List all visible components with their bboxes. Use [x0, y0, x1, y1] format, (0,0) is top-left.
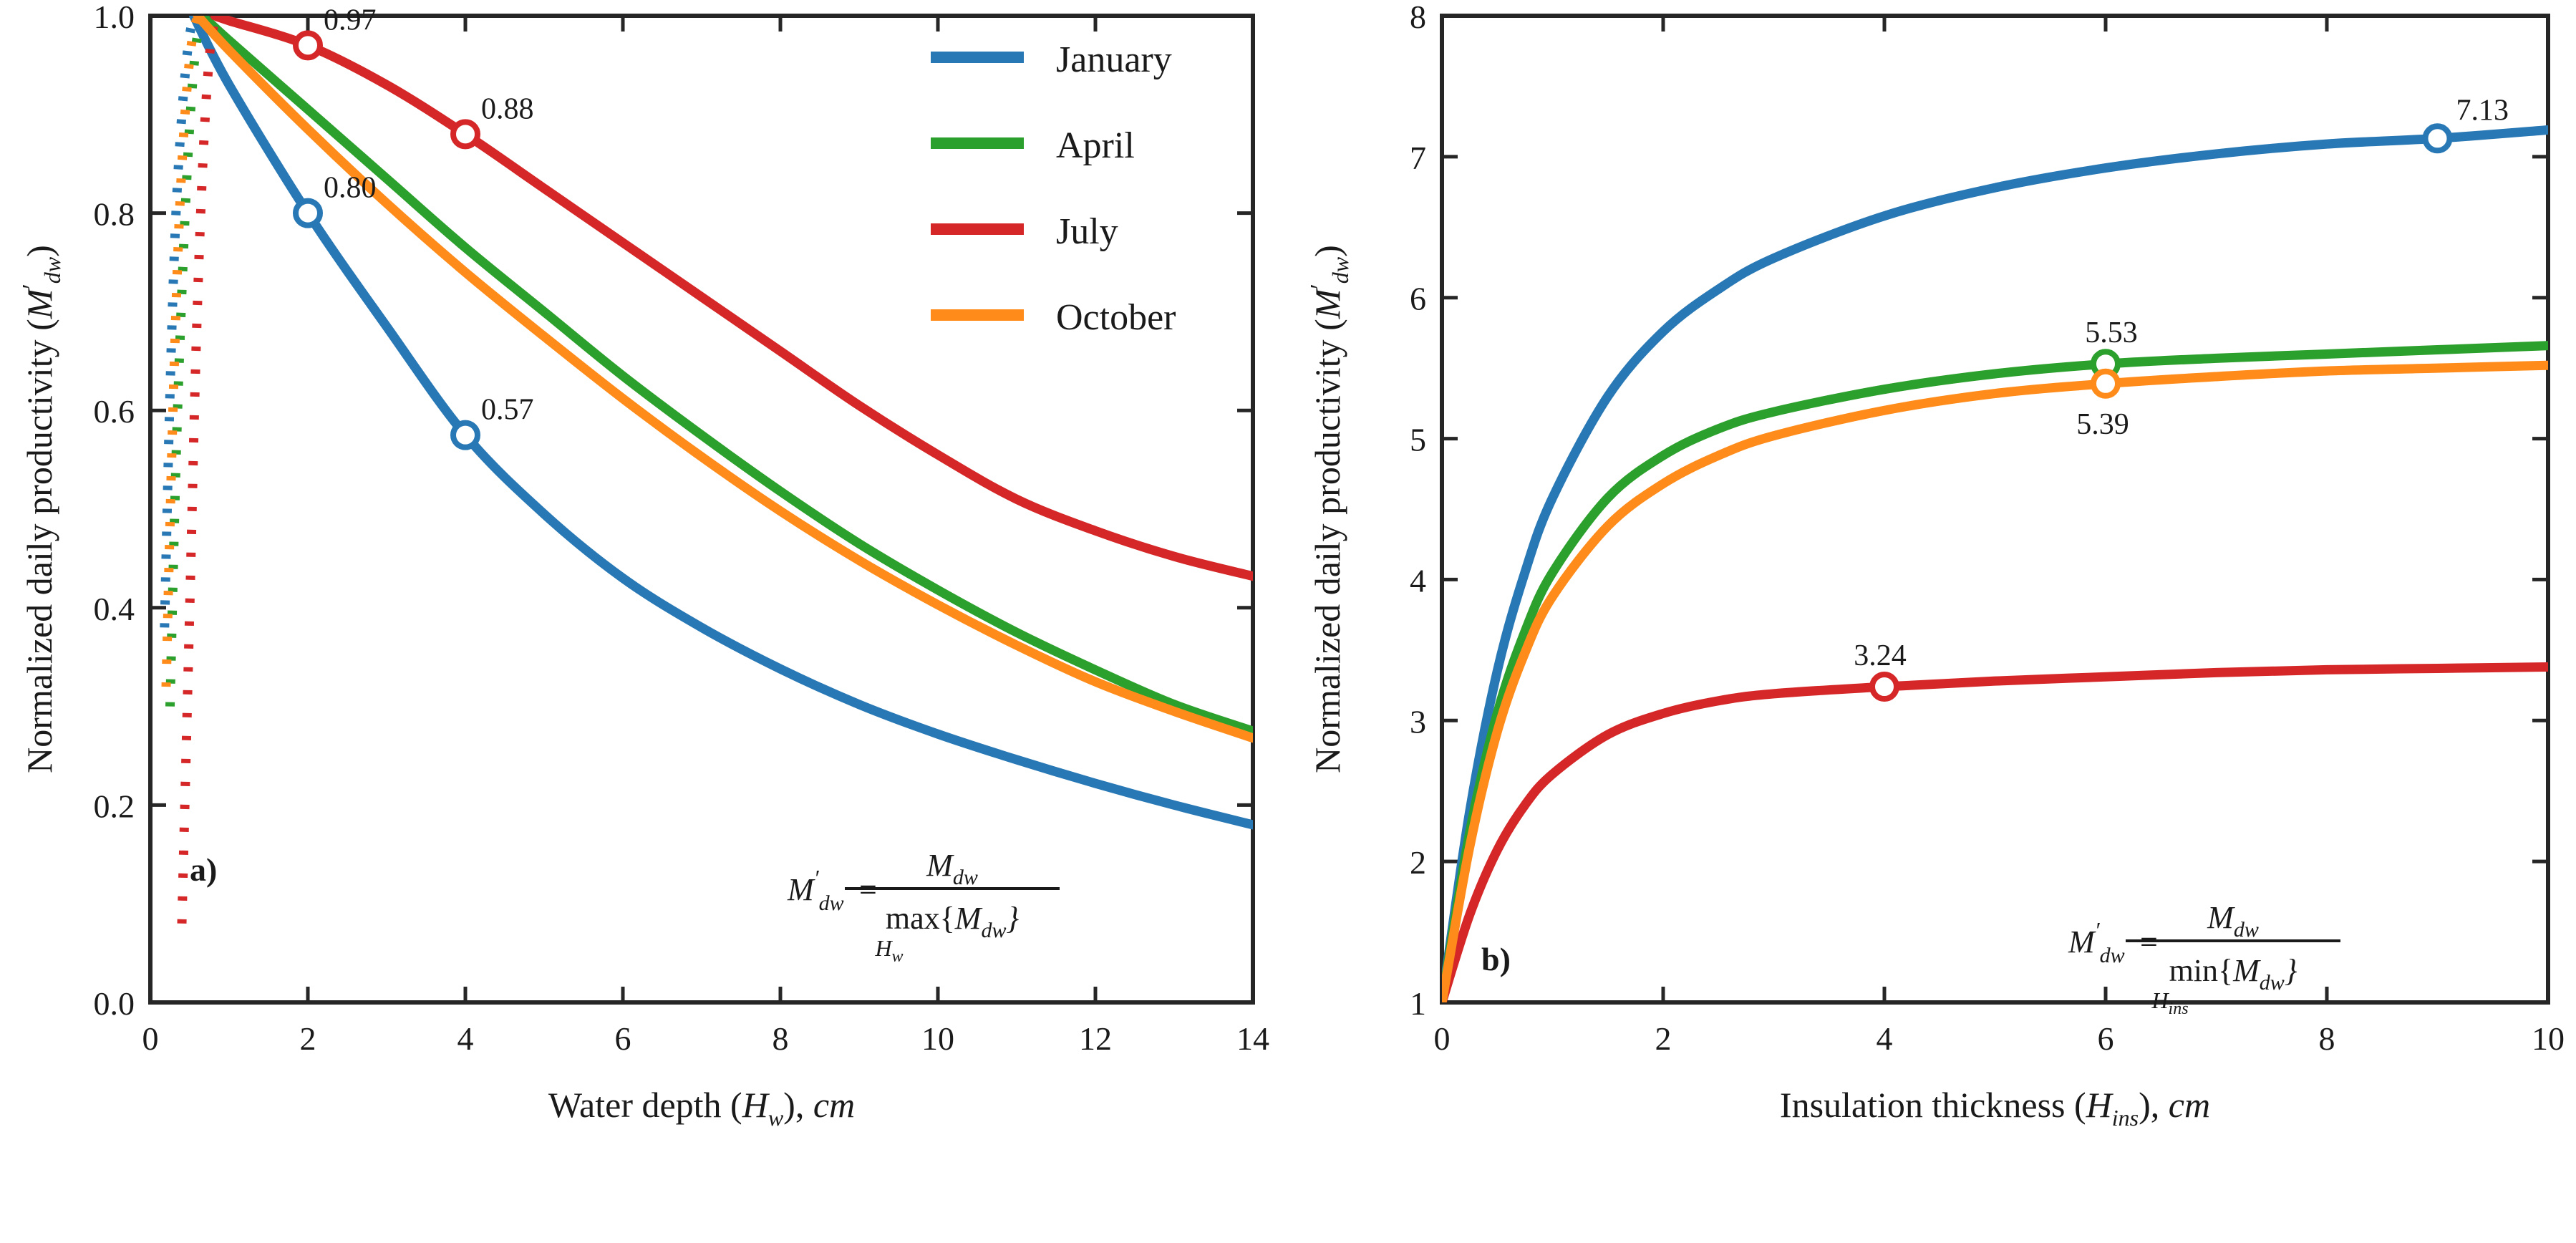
panel-letter: b): [1481, 941, 1511, 977]
svg-text:max{Mdw}: max{Mdw}: [886, 901, 1020, 942]
series-line-january: [1442, 125, 2548, 1002]
data-point-marker: [2091, 368, 2121, 399]
data-point-label: 3.24: [1854, 639, 1907, 672]
x-tick-label: 8: [773, 1020, 789, 1057]
data-point-marker: [450, 420, 480, 450]
data-point-marker: [450, 119, 480, 150]
x-tick-label: 10: [2532, 1020, 2565, 1057]
series-dotted-july: [177, 16, 220, 924]
y-tick-label: 0.4: [94, 591, 135, 627]
legend-label-july: July: [1056, 211, 1118, 252]
y-tick-label: 6: [1410, 281, 1426, 317]
svg-text:M′dw: M′dw: [2068, 917, 2125, 967]
data-point-label: 5.39: [2076, 408, 2129, 441]
svg-text:min{Mdw}: min{Mdw}: [2169, 953, 2297, 995]
x-tick-label: 6: [2098, 1020, 2114, 1057]
y-tick-label: 0.8: [94, 196, 135, 233]
legend-label-january: January: [1056, 39, 1172, 80]
series-line-october: [1442, 360, 2548, 1002]
y-axis-label: Normalized daily productivity (M′dw): [18, 245, 65, 773]
svg-text:Hw: Hw: [874, 935, 903, 966]
plot-frame: [1440, 14, 2550, 1005]
y-tick-label: 0.6: [94, 393, 135, 430]
series-line-july: [1442, 662, 2548, 1002]
x-tick-label: 2: [1655, 1020, 1672, 1057]
x-tick-label: 6: [615, 1020, 631, 1057]
x-tick-label: 4: [1877, 1020, 1893, 1057]
legend-label-april: April: [1056, 125, 1135, 166]
data-point-marker: [293, 30, 323, 61]
y-tick-label: 8: [1410, 0, 1426, 35]
x-tick-label: 12: [1079, 1020, 1112, 1057]
x-tick-label: 4: [457, 1020, 474, 1057]
data-point-label: 0.97: [324, 4, 377, 37]
x-tick-label: 14: [1236, 1020, 1269, 1057]
chart-b: 0 2 4 6 8 10123456787.135.535.393.24Insulatio…: [1306, 0, 2565, 1131]
x-tick-label: 0: [1434, 1020, 1451, 1057]
series-line-july: [210, 16, 1253, 581]
legend: January April July October: [931, 39, 1176, 338]
x-tick-label: 8: [2319, 1020, 2335, 1057]
panel-a: 0 2 4 6 8 10 12 14 0.0 0.2 0.4 0.6 0.8 1.0 0.97 0.88 0.8…: [18, 0, 1269, 1131]
svg-text:M′dw: M′dw: [787, 865, 844, 915]
x-tick-label: 2: [300, 1020, 316, 1057]
data-point-label: 0.80: [324, 172, 377, 205]
x-tick-label: 0: [142, 1020, 159, 1057]
y-tick-label: 7: [1410, 140, 1426, 176]
series-line-october: [193, 16, 1253, 743]
svg-text:Mdw: Mdw: [926, 848, 978, 889]
series-line-april: [1442, 341, 2548, 1002]
series-dotted-april: [165, 16, 207, 707]
data-point-label: 0.88: [481, 92, 534, 125]
y-tick-label: 4: [1410, 562, 1426, 599]
chart-a: 0 2 4 6 8 10 12 14 0.0 0.2 0.4 0.6 0.8 1.0 0.97 0.88 0.8…: [18, 0, 1269, 1131]
x-axis-label: Water depth (Hw), cm: [548, 1085, 855, 1131]
panel-b: 0 2 4 6 8 10 1 2 3 4 5 6 7 8 7.13 5.53 5.39 3.24 Insulatio…: [1288, 0, 2576, 1243]
data-point-marker: [1869, 672, 1899, 702]
data-point-marker: [2422, 123, 2453, 154]
y-tick-label: 2: [1410, 844, 1426, 881]
y-tick-label: 3: [1410, 703, 1426, 740]
y-tick-label: 5: [1410, 422, 1426, 458]
data-point-label: 7.13: [2456, 94, 2509, 127]
svg-text:Mdw: Mdw: [2207, 900, 2259, 942]
data-point-label: 5.53: [2085, 316, 2138, 349]
x-tick-label: 10: [921, 1020, 954, 1057]
legend-label-october: October: [1056, 297, 1176, 338]
panel-letter: a): [190, 851, 217, 888]
svg-text:Hins: Hins: [2151, 987, 2188, 1018]
y-tick-label: 1.0: [94, 0, 135, 35]
data-point-label: 0.57: [481, 394, 534, 427]
y-tick-label: 0.0: [94, 985, 135, 1022]
plot-frame: [148, 14, 1255, 1005]
data-point-marker: [293, 198, 323, 228]
y-tick-label: 0.2: [94, 788, 135, 824]
y-axis-label: Normalized daily productivity (M′dw): [1306, 245, 1353, 773]
series-dotted-january: [160, 16, 198, 628]
series-line-january: [189, 16, 1253, 830]
y-tick-label: 1: [1410, 985, 1426, 1022]
series-line-april: [198, 16, 1253, 736]
x-axis-label: Insulation thickness (Hins), cm: [1780, 1085, 2210, 1131]
